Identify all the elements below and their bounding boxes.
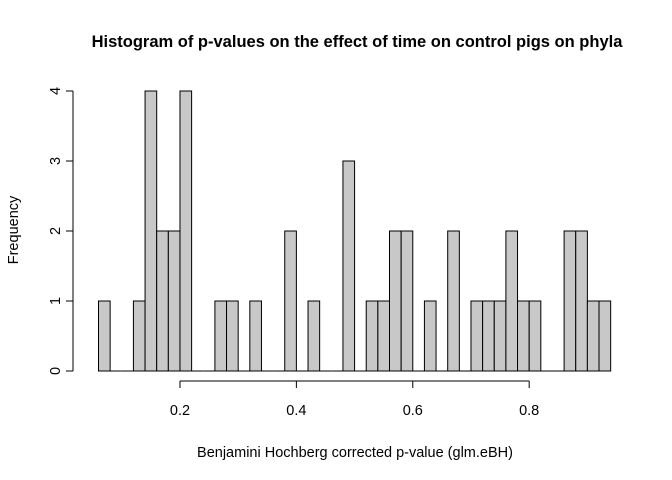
histogram-bar bbox=[482, 300, 495, 372]
histogram-bar bbox=[179, 90, 193, 372]
y-tick-label: 4 bbox=[48, 87, 64, 95]
x-tick-label: 0.6 bbox=[403, 403, 423, 419]
histogram-bar bbox=[423, 300, 437, 372]
histogram-bar bbox=[389, 230, 402, 372]
x-tick-label: 0.4 bbox=[286, 403, 306, 419]
y-tick-label: 3 bbox=[48, 157, 64, 165]
chart-title: Histogram of p-values on the effect of t… bbox=[92, 33, 624, 51]
y-axis-label: Frequency bbox=[6, 195, 22, 264]
histogram-bar bbox=[377, 300, 390, 372]
x-axis: 0.2 0.4 0.6 0.8 bbox=[170, 380, 539, 419]
y-tick-label: 0 bbox=[48, 367, 64, 375]
histogram-bar bbox=[214, 300, 228, 372]
histogram-bar bbox=[98, 300, 111, 372]
y-tick-label: 1 bbox=[48, 297, 64, 305]
x-tick-label: 0.2 bbox=[170, 403, 190, 419]
y-tick-label: 2 bbox=[48, 227, 64, 235]
x-axis-label: Benjamini Hochberg corrected p-value (gl… bbox=[197, 445, 513, 461]
histogram-bar bbox=[132, 300, 146, 372]
bars-group bbox=[98, 90, 612, 372]
x-tick-label: 0.8 bbox=[519, 403, 539, 419]
histogram-bar bbox=[528, 300, 542, 372]
histogram-bar bbox=[249, 300, 262, 372]
y-axis: 0 1 2 3 4 bbox=[48, 87, 74, 375]
histogram-bar bbox=[563, 230, 577, 372]
histogram-bar bbox=[156, 230, 169, 372]
histogram-bar bbox=[226, 300, 239, 372]
histogram-bar bbox=[505, 230, 519, 372]
histogram-bar bbox=[400, 230, 414, 372]
histogram-bar bbox=[144, 90, 158, 372]
histogram-bar bbox=[470, 300, 484, 372]
histogram-bar bbox=[598, 300, 612, 372]
histogram-bar bbox=[365, 300, 379, 372]
histogram-bar bbox=[342, 160, 356, 372]
histogram-bar bbox=[493, 300, 507, 372]
histogram-bar bbox=[167, 230, 181, 372]
histogram-bar bbox=[575, 230, 588, 372]
histogram-bar bbox=[447, 230, 460, 372]
histogram-bar bbox=[586, 300, 600, 372]
histogram-bar bbox=[284, 230, 297, 372]
histogram-bar bbox=[307, 300, 321, 372]
histogram-bar bbox=[517, 300, 530, 372]
